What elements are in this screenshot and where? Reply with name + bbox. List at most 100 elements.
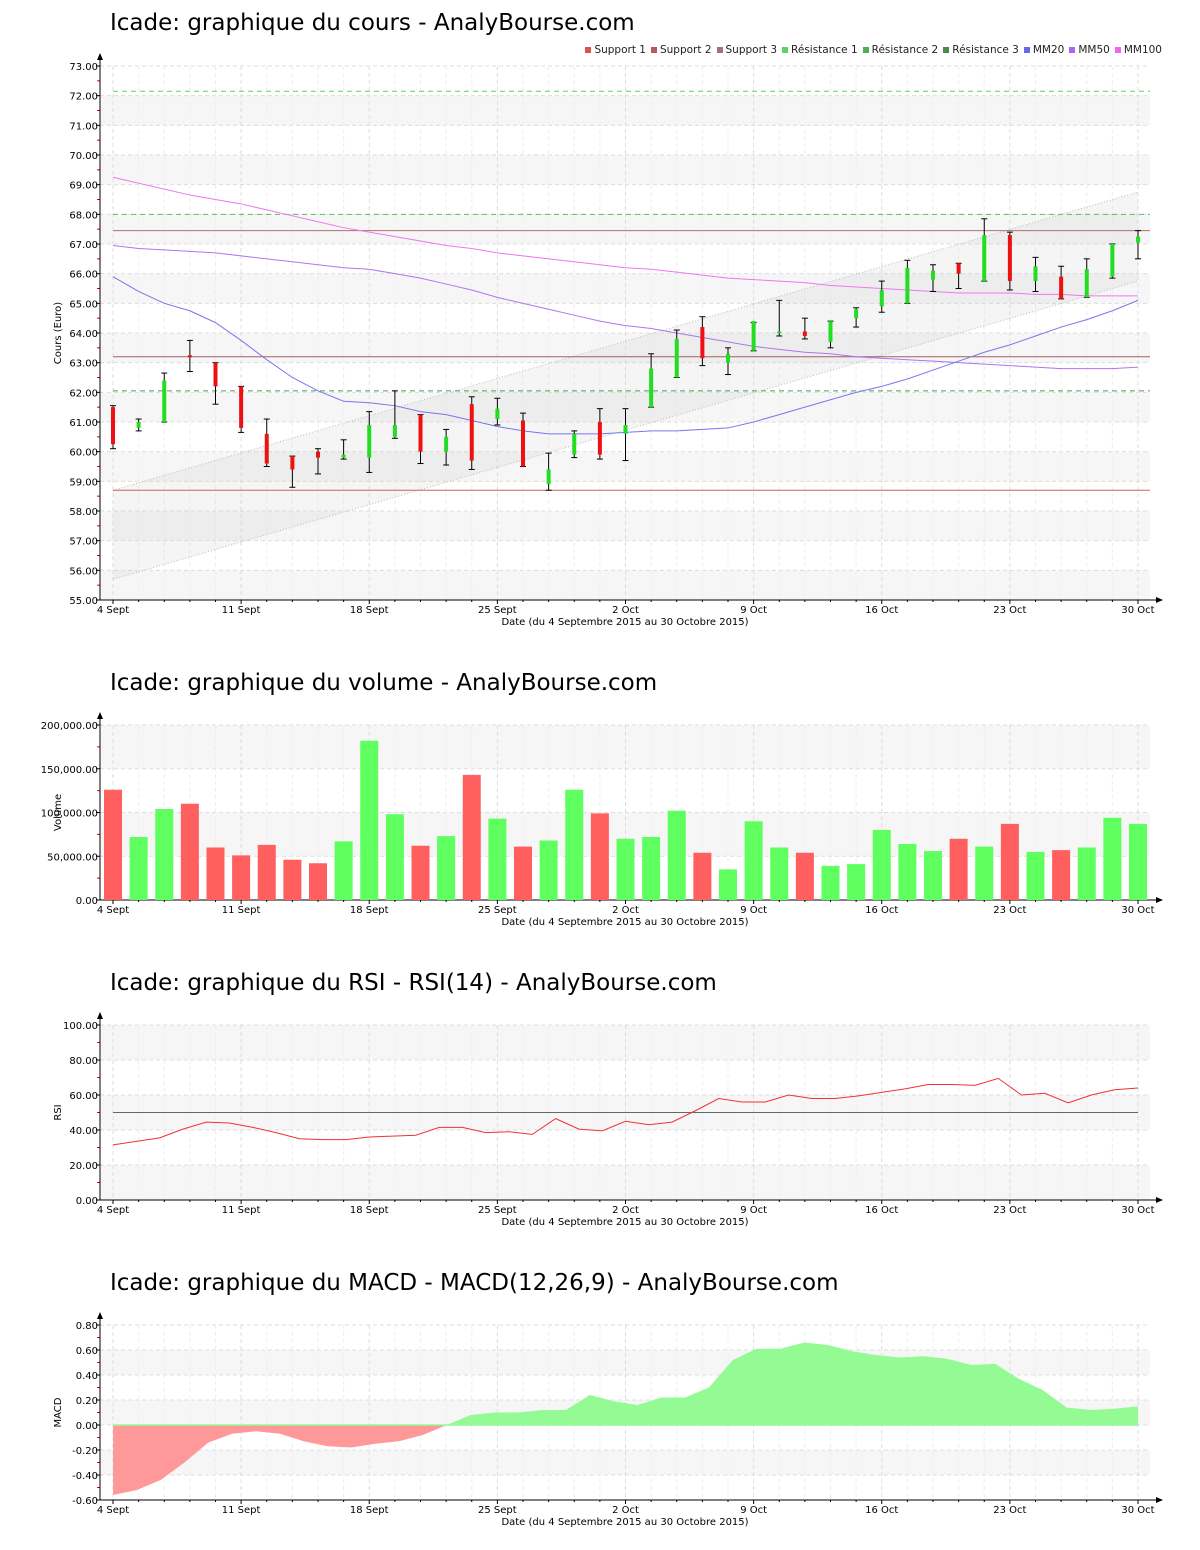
candlestick — [571, 430, 578, 459]
x-axis-label: Date (du 4 Septembre 2015 au 30 Octobre … — [501, 1517, 748, 1528]
x-tick-label: 23 Oct — [993, 905, 1026, 916]
volume-bar — [360, 740, 379, 900]
candlestick — [1006, 231, 1013, 291]
x-tick-label: 11 Sept — [222, 1205, 261, 1216]
volume-bar — [847, 864, 866, 900]
candlestick — [853, 307, 860, 328]
x-axis-arrow-icon — [1156, 597, 1163, 603]
legend-swatch-icon — [1069, 47, 1076, 53]
y-tick-label: 60.00 — [69, 448, 98, 459]
y-tick-label: 0.40 — [76, 1371, 98, 1382]
price-chart-title: Icade: graphique du cours - AnalyBourse.… — [110, 10, 635, 36]
legend-item: Support 2 — [650, 44, 712, 56]
y-tick-label: 61.00 — [69, 418, 98, 429]
y-tick-label: 0.00 — [76, 1421, 98, 1432]
y-tick-label: 200,000.00 — [41, 721, 98, 732]
x-tick-label: 18 Sept — [350, 905, 389, 916]
candlestick — [648, 353, 655, 408]
volume-bar — [104, 789, 122, 900]
y-axis-arrow-icon — [97, 1012, 103, 1019]
volume-bar — [616, 838, 635, 900]
legend-swatch-icon — [782, 47, 789, 53]
y-tick-label: 68.00 — [69, 210, 98, 221]
candlestick — [443, 428, 450, 466]
y-tick-label: 70.00 — [69, 151, 98, 162]
legend-label: MM100 — [1123, 44, 1162, 56]
x-tick-label: 2 Oct — [612, 1205, 639, 1216]
candlestick — [725, 347, 731, 376]
volume-bar — [693, 852, 712, 900]
y-axis-arrow-icon — [97, 53, 103, 60]
price-chart-legend: Support 1 Support 2 Support 3 Résistance 1 R… — [585, 44, 1162, 56]
x-tick-label: 23 Oct — [993, 605, 1026, 616]
candlestick — [315, 448, 321, 475]
volume-bar — [180, 803, 199, 900]
legend-item: Résistance 1 — [782, 44, 858, 56]
x-tick-label: 9 Oct — [740, 905, 767, 916]
x-axis-arrow-icon — [1156, 897, 1163, 903]
legend-item: Résistance 2 — [862, 44, 938, 56]
y-tick-label: 50,000.00 — [47, 852, 98, 863]
x-tick-label: 2 Oct — [612, 1505, 639, 1516]
candlestick — [468, 396, 475, 470]
x-tick-label: 4 Sept — [97, 1205, 129, 1216]
macd-chart-plot: -0.60 -0.40 -0.20 0.00 0.20 0.40 0.60 0.80 4 Sep… — [53, 1312, 1163, 1528]
candlestick — [417, 414, 424, 465]
volume-chart-plot: 0.00 50,000.00 100,000.00 150,000.00 200,000… — [41, 712, 1163, 928]
candlestick — [981, 218, 988, 282]
x-tick-label: 11 Sept — [222, 905, 261, 916]
volume-bar — [155, 809, 174, 900]
legend-label: Support 3 — [725, 44, 778, 56]
candlestick — [1109, 243, 1116, 279]
x-tick-label: 25 Sept — [478, 1205, 517, 1216]
y-tick-label: -0.40 — [72, 1471, 98, 1482]
y-tick-label: 59.00 — [69, 477, 98, 488]
price-chart-plot: 55.00 56.00 57.00 58.00 59.00 60.00 61.00 62.00… — [53, 53, 1163, 628]
y-tick-label: 63.00 — [69, 359, 98, 370]
candlestick — [366, 411, 373, 473]
volume-bar — [642, 837, 661, 900]
x-tick-label: 16 Oct — [865, 1505, 898, 1516]
candlestick — [827, 320, 834, 349]
legend-label: Support 2 — [659, 44, 712, 56]
x-tick-label: 30 Oct — [1121, 605, 1154, 616]
legend-swatch-icon — [650, 47, 657, 53]
x-tick-label: 25 Sept — [478, 1505, 517, 1516]
candlestick — [1058, 265, 1065, 300]
y-tick-label: 66.00 — [69, 270, 98, 281]
y-tick-label: -0.20 — [72, 1446, 98, 1457]
candlestick — [699, 316, 706, 367]
y-tick-label: 80.00 — [69, 1056, 98, 1067]
candlestick — [340, 439, 347, 460]
rsi-line — [112, 1077, 1139, 1146]
y-tick-label: 100,000.00 — [41, 809, 98, 820]
candlestick — [878, 280, 885, 313]
candlestick — [110, 405, 116, 450]
rsi-chart-title: Icade: graphique du RSI - RSI(14) - Anal… — [110, 970, 717, 996]
x-tick-label: 9 Oct — [740, 1505, 767, 1516]
legend-swatch-icon — [716, 47, 723, 53]
candlestick — [1032, 256, 1039, 292]
y-axis-arrow-icon — [97, 712, 103, 719]
volume-bar — [385, 814, 404, 900]
volume-bar — [565, 789, 584, 900]
volume-bar — [667, 810, 686, 900]
candlestick — [263, 418, 270, 467]
volume-chart-title: Icade: graphique du volume - AnalyBourse… — [110, 670, 658, 696]
volume-bar — [770, 847, 789, 900]
x-tick-label: 25 Sept — [478, 905, 517, 916]
y-tick-label: 71.00 — [69, 121, 98, 132]
x-axis-arrow-icon — [1156, 1497, 1163, 1503]
x-tick-label: 18 Sept — [350, 605, 389, 616]
y-axis-label: MACD — [53, 1397, 64, 1427]
candlestick — [212, 362, 219, 405]
x-tick-label: 16 Oct — [865, 1205, 898, 1216]
volume-bar — [514, 846, 532, 900]
volume-bar — [949, 838, 968, 900]
volume-bar — [437, 836, 456, 900]
volume-bar — [232, 855, 251, 900]
macd-negative-area — [113, 1425, 1138, 1495]
y-tick-label: 0.00 — [76, 896, 98, 907]
x-tick-label: 4 Sept — [97, 905, 129, 916]
candlestick — [391, 390, 398, 439]
